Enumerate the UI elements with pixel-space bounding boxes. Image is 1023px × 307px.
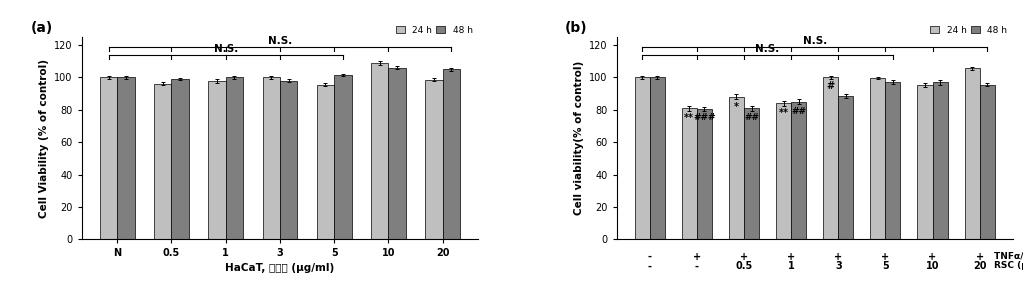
Text: +: + bbox=[787, 252, 795, 262]
Text: +: + bbox=[834, 252, 842, 262]
Bar bbox=[729, 97, 744, 239]
Bar bbox=[335, 75, 352, 239]
Bar bbox=[443, 69, 460, 239]
Text: -: - bbox=[648, 261, 652, 271]
Bar bbox=[226, 77, 243, 239]
Legend: 24 h, 48 h: 24 h, 48 h bbox=[930, 25, 1009, 36]
Bar bbox=[697, 109, 712, 239]
Bar bbox=[918, 85, 933, 239]
Text: N.S.: N.S. bbox=[755, 44, 780, 54]
Text: N.S.: N.S. bbox=[268, 36, 292, 46]
Text: *: * bbox=[733, 102, 739, 112]
Bar bbox=[965, 68, 980, 239]
Bar bbox=[744, 108, 759, 239]
Bar bbox=[838, 96, 853, 239]
Bar bbox=[885, 82, 900, 239]
Text: N.S.: N.S. bbox=[214, 44, 237, 54]
Text: +: + bbox=[740, 252, 748, 262]
Bar bbox=[426, 80, 443, 239]
Bar bbox=[634, 77, 650, 239]
Text: ##: ## bbox=[791, 107, 806, 115]
Text: 5: 5 bbox=[882, 261, 889, 271]
Bar bbox=[263, 77, 280, 239]
Bar bbox=[650, 77, 665, 239]
Bar bbox=[933, 82, 947, 239]
Bar bbox=[980, 85, 994, 239]
Y-axis label: Cell Viability (% of control): Cell Viability (% of control) bbox=[39, 59, 49, 218]
Text: 20: 20 bbox=[973, 261, 986, 271]
Text: N.S.: N.S. bbox=[803, 36, 827, 46]
Text: ##: ## bbox=[744, 113, 759, 122]
Bar bbox=[118, 77, 135, 239]
Legend: 24 h, 48 h: 24 h, 48 h bbox=[395, 25, 474, 36]
Bar bbox=[317, 85, 335, 239]
Text: -: - bbox=[648, 252, 652, 262]
Text: ###: ### bbox=[694, 113, 716, 122]
Text: +: + bbox=[976, 252, 984, 262]
Text: 3: 3 bbox=[835, 261, 842, 271]
Text: TNFα/IFNγ 10 ng/ml: TNFα/IFNγ 10 ng/ml bbox=[994, 252, 1023, 261]
Bar bbox=[776, 103, 791, 239]
Text: +: + bbox=[929, 252, 937, 262]
Text: +: + bbox=[882, 252, 889, 262]
X-axis label: HaCaT, 홍해삼 (μg/ml): HaCaT, 홍해삼 (μg/ml) bbox=[225, 263, 335, 273]
Bar bbox=[154, 84, 172, 239]
Bar bbox=[791, 102, 806, 239]
Bar bbox=[280, 81, 298, 239]
Text: (a): (a) bbox=[31, 21, 52, 35]
Bar bbox=[824, 77, 838, 239]
Bar bbox=[209, 81, 226, 239]
Text: +: + bbox=[693, 252, 701, 262]
Bar bbox=[681, 108, 697, 239]
Text: **: ** bbox=[684, 113, 695, 123]
Text: #: # bbox=[827, 81, 835, 91]
Text: 0.5: 0.5 bbox=[736, 261, 753, 271]
Y-axis label: Cell viability(% of control): Cell viability(% of control) bbox=[574, 61, 583, 215]
Text: 1: 1 bbox=[788, 261, 795, 271]
Bar bbox=[172, 79, 189, 239]
Bar bbox=[389, 68, 406, 239]
Bar bbox=[371, 63, 389, 239]
Bar bbox=[100, 77, 118, 239]
Bar bbox=[871, 78, 885, 239]
Text: 10: 10 bbox=[926, 261, 939, 271]
Text: (b): (b) bbox=[565, 21, 588, 35]
Text: -: - bbox=[695, 261, 699, 271]
Text: **: ** bbox=[779, 108, 789, 118]
Text: RSC (μg/ml): RSC (μg/ml) bbox=[994, 261, 1023, 270]
